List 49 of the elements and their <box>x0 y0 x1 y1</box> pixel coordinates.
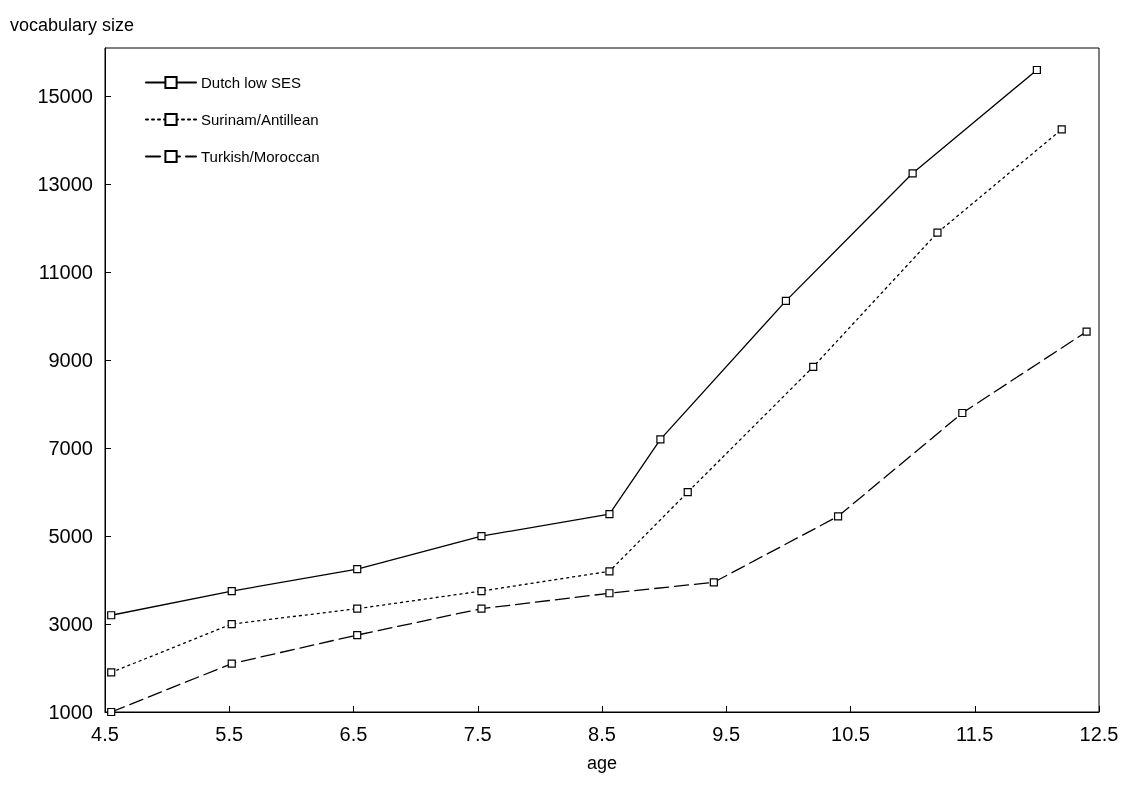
point <box>809 362 818 371</box>
point <box>908 169 917 178</box>
point <box>1082 327 1091 336</box>
y-tick-label: 11000 <box>38 261 93 284</box>
point <box>1057 125 1066 134</box>
x-axis-title: age <box>586 753 618 773</box>
point <box>958 408 967 418</box>
point <box>833 512 843 521</box>
point <box>605 567 614 576</box>
point <box>933 228 942 237</box>
x-tick-label: 12.5 <box>1079 723 1119 745</box>
point <box>781 296 790 305</box>
point <box>227 619 236 629</box>
point <box>683 488 692 497</box>
point <box>353 564 362 574</box>
x-tick-label: 8.5 <box>588 723 616 745</box>
x-tick-label: 4.5 <box>91 723 119 745</box>
point <box>656 435 665 444</box>
point <box>477 532 486 541</box>
point <box>107 707 116 717</box>
y-tick-label: 3000 <box>48 613 93 636</box>
x-tick-label: 6.5 <box>339 723 368 745</box>
point <box>353 630 362 640</box>
y-axis-title: vocabulary size <box>10 15 135 35</box>
point <box>477 604 486 613</box>
point <box>477 586 486 596</box>
y-tick-label: 5000 <box>48 525 93 548</box>
legend-label: Dutch low SES <box>201 74 302 91</box>
x-tick-label: 11.5 <box>956 723 994 745</box>
point <box>227 659 236 668</box>
legend-label: Turkish/Moroccan <box>201 148 320 165</box>
point <box>1032 65 1041 75</box>
point <box>107 668 116 677</box>
y-tick-label: 15000 <box>37 85 93 108</box>
point <box>605 589 614 598</box>
x-tick-label: 9.5 <box>712 723 741 745</box>
x-tick-label: 10.5 <box>831 723 870 745</box>
x-tick-label: 7.5 <box>463 723 492 745</box>
point <box>107 611 116 620</box>
point <box>605 510 614 519</box>
y-tick-label: 1000 <box>48 701 93 723</box>
legend-label: Surinam/Antillean <box>201 111 319 128</box>
y-tick-label: 13000 <box>37 173 93 196</box>
x-tick-label: 5.5 <box>215 723 244 745</box>
y-tick-label: 9000 <box>48 349 93 372</box>
y-tick-label: 7000 <box>48 437 93 460</box>
point <box>353 604 362 613</box>
point <box>709 578 718 587</box>
point <box>227 586 236 596</box>
